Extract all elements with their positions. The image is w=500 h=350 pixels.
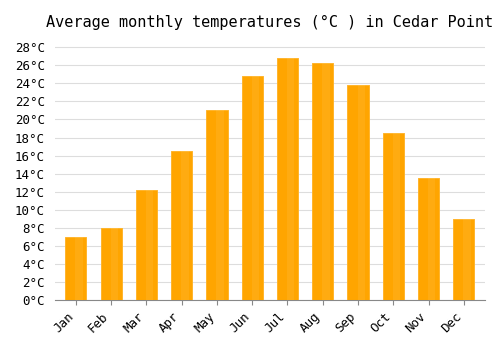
Bar	[181, 151, 188, 300]
Bar	[171, 151, 192, 300]
Bar	[454, 219, 474, 300]
Bar	[277, 58, 298, 300]
Title: Average monthly temperatures (°C ) in Cedar Point: Average monthly temperatures (°C ) in Ce…	[46, 15, 494, 30]
Bar	[348, 85, 368, 300]
Bar	[66, 237, 86, 300]
Bar	[242, 76, 263, 300]
Bar	[464, 219, 470, 300]
Bar	[242, 76, 263, 300]
Bar	[216, 110, 224, 300]
Bar	[348, 85, 368, 300]
Bar	[76, 237, 83, 300]
Bar	[418, 178, 439, 300]
Bar	[322, 63, 330, 300]
Bar	[100, 228, 121, 300]
Bar	[358, 85, 365, 300]
Bar	[146, 190, 154, 300]
Bar	[287, 58, 294, 300]
Bar	[312, 63, 334, 300]
Bar	[382, 133, 404, 300]
Bar	[252, 76, 259, 300]
Bar	[418, 178, 439, 300]
Bar	[312, 63, 334, 300]
Bar	[100, 228, 121, 300]
Bar	[277, 58, 298, 300]
Bar	[428, 178, 436, 300]
Bar	[393, 133, 400, 300]
Bar	[382, 133, 404, 300]
Bar	[206, 110, 228, 300]
Bar	[171, 151, 192, 300]
Bar	[136, 190, 157, 300]
Bar	[206, 110, 228, 300]
Bar	[454, 219, 474, 300]
Bar	[136, 190, 157, 300]
Bar	[110, 228, 118, 300]
Bar	[66, 237, 86, 300]
